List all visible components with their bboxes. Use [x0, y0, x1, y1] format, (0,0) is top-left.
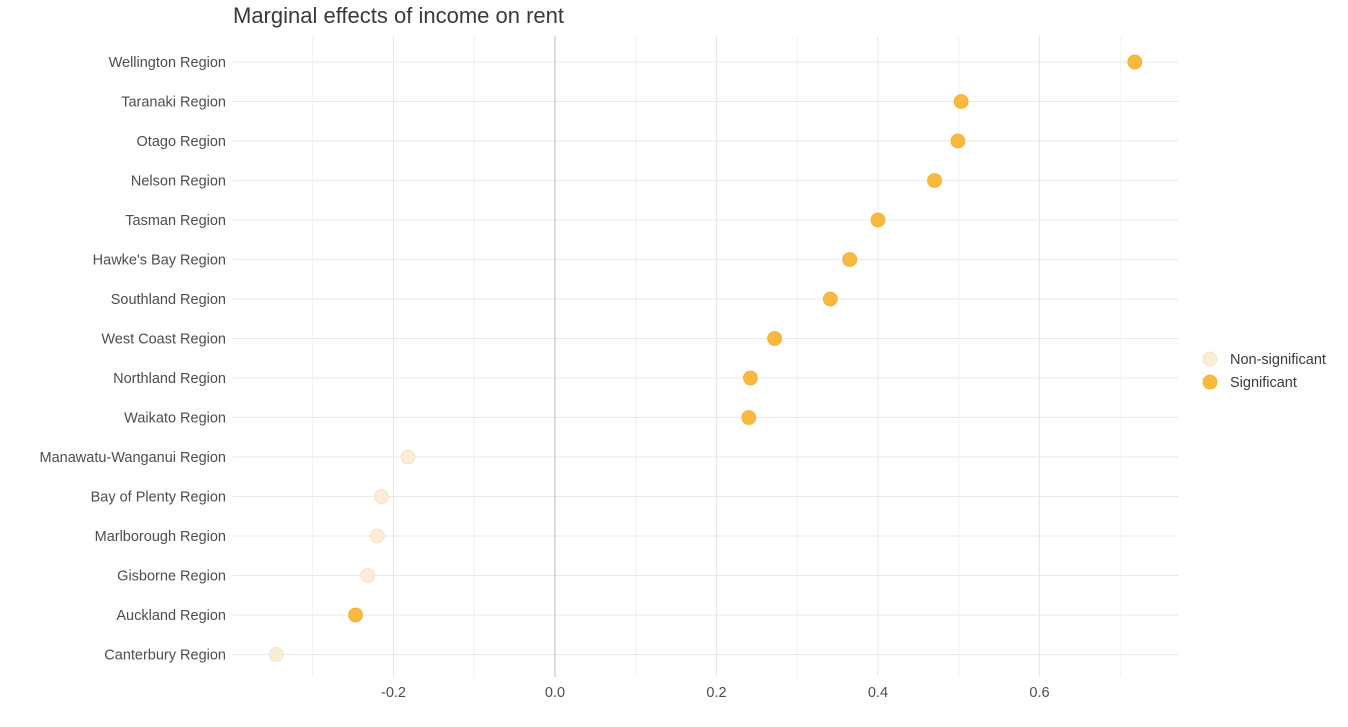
y-tick-label: West Coast Region: [101, 332, 226, 348]
y-tick-label: Manawatu-Wanganui Region: [40, 450, 226, 466]
chart-title: Marginal effects of income on rent: [233, 3, 564, 28]
legend-label: Significant: [1230, 375, 1297, 391]
y-tick-label: Gisborne Region: [117, 569, 226, 585]
grid-lines: [233, 36, 1178, 677]
legend-marker: [1202, 374, 1218, 390]
y-tick-label: Waikato Region: [124, 411, 226, 427]
data-point: [369, 528, 385, 544]
x-tick-label: 0.0: [545, 685, 565, 701]
x-tick-label: 0.2: [706, 685, 726, 701]
x-tick-label: 0.4: [868, 685, 888, 701]
data-point: [373, 489, 389, 504]
y-tick-label: Tasman Region: [125, 213, 226, 229]
y-tick-label: Wellington Region: [109, 55, 226, 71]
x-tick-label: 0.6: [1029, 685, 1049, 701]
x-axis-labels: -0.2 0.0 0.2 0.4 0.6: [381, 685, 1050, 701]
y-tick-label: Otago Region: [137, 134, 226, 150]
legend-marker: [1202, 351, 1218, 367]
y-tick-label: Bay of Plenty Region: [91, 490, 226, 506]
data-point: [741, 410, 757, 425]
data-point: [927, 173, 942, 188]
data-point: [400, 449, 416, 465]
data-points: [269, 54, 1143, 662]
y-tick-label: Marlborough Region: [95, 529, 226, 545]
y-tick-label: Hawke's Bay Region: [93, 253, 226, 269]
y-tick-label: Nelson Region: [131, 174, 226, 190]
data-point: [822, 291, 838, 307]
y-tick-label: Taranaki Region: [121, 95, 226, 111]
y-axis-labels: Wellington Region Taranaki Region Otago Re…: [40, 55, 226, 664]
data-point: [269, 647, 284, 662]
data-point: [348, 607, 363, 623]
y-tick-label: Southland Region: [111, 292, 226, 308]
data-point: [842, 252, 858, 267]
data-point: [1127, 54, 1143, 70]
data-point: [870, 212, 886, 228]
data-point: [953, 94, 969, 109]
data-point: [950, 133, 966, 149]
y-tick-label: Northland Region: [113, 371, 226, 387]
data-point: [743, 370, 758, 386]
y-tick-label: Canterbury Region: [104, 648, 226, 664]
y-tick-label: Auckland Region: [116, 608, 226, 624]
legend: Non-significant Significant: [1202, 351, 1326, 391]
x-tick-label: -0.2: [381, 685, 406, 701]
data-point: [767, 331, 783, 346]
data-point: [360, 568, 376, 583]
legend-label: Non-significant: [1230, 352, 1326, 368]
